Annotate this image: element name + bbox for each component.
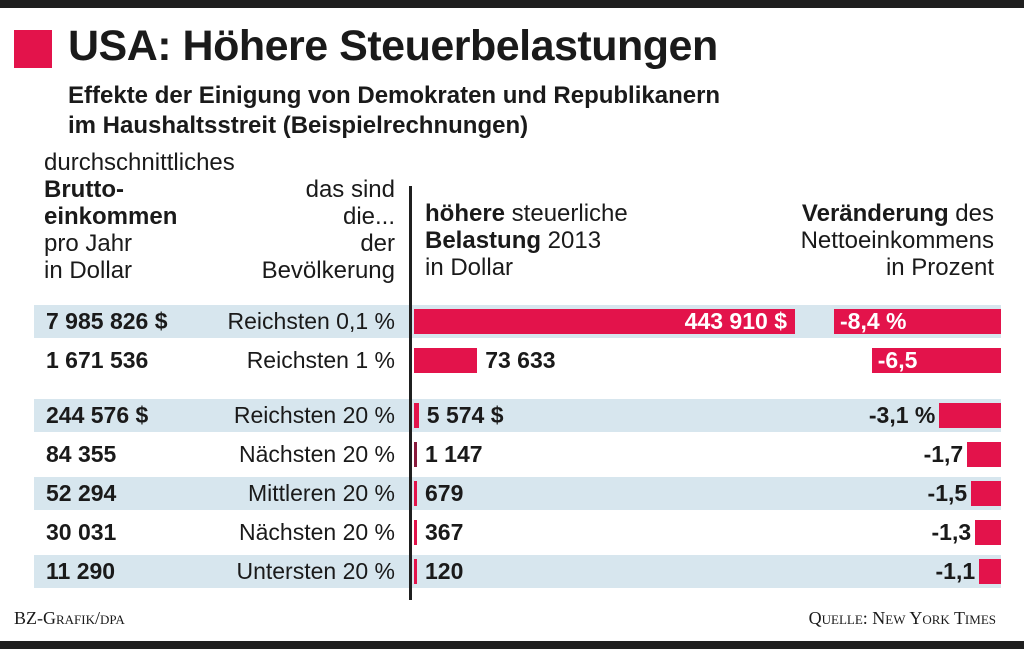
column-divider <box>409 186 412 600</box>
net-income-change-label: -1,3 <box>931 519 972 545</box>
change-header-line-2: Nettoeinkommens <box>800 227 994 254</box>
income-header-line-4: pro Jahr <box>44 230 133 257</box>
net-income-change-bar <box>979 559 1001 584</box>
tax-value-label: 73 633 <box>485 347 556 373</box>
tax-value-label: 367 <box>425 519 464 545</box>
tax-header-line-2: Belastung 2013 <box>425 227 602 254</box>
net-income-change-bar <box>967 442 1001 467</box>
net-income-change-label: -8,4 % <box>840 308 907 334</box>
change-header-line-3: in Prozent <box>885 254 994 281</box>
group-column-header: das sind die... der Bevölkerung <box>262 176 395 284</box>
income-header-line-2: Brutto- <box>44 176 124 203</box>
population-group-label: Reichsten 0,1 % <box>227 308 395 334</box>
population-group-label: Reichsten 20 % <box>233 402 395 428</box>
tax-value-label: 679 <box>425 480 464 506</box>
group-header-line-3: der <box>360 230 395 257</box>
tax-value-label: 1 147 <box>425 441 483 467</box>
income-value: 11 290 <box>46 558 116 584</box>
net-income-change-bar <box>939 403 1001 428</box>
chart-title: USA: Höhere Steuerbelastungen <box>68 22 718 70</box>
tax-bar <box>414 442 417 467</box>
group-header-line-4: Bevölkerung <box>261 257 395 284</box>
income-column-header: durchschnittliches Brutto- einkommen pro… <box>44 149 235 284</box>
row-band <box>34 555 1001 588</box>
top-rule <box>0 0 1024 8</box>
tax-value-label: 120 <box>425 558 464 584</box>
subtitle-line-1: Effekte der Einigung von Demokraten und … <box>68 82 721 109</box>
credit-label: BZ-Grafik/dpa <box>14 608 125 628</box>
net-income-change-label: -6,5 <box>877 347 918 373</box>
tax-value-label: 443 910 $ <box>684 308 787 334</box>
source-label: Quelle: New York Times <box>808 608 996 628</box>
income-value: 1 671 536 <box>46 347 149 373</box>
income-value: 30 031 <box>46 519 117 545</box>
income-header-line-5: in Dollar <box>44 257 133 284</box>
net-income-change-bar <box>871 348 1001 373</box>
group-header-line-2: die... <box>342 203 395 230</box>
tax-bar <box>414 403 419 428</box>
population-group-label: Nächsten 20 % <box>239 519 395 545</box>
population-group-label: Nächsten 20 % <box>239 441 395 467</box>
change-column-header: Veränderung des Nettoeinkommens in Proze… <box>801 200 994 281</box>
chart-subtitle: Effekte der Einigung von Demokraten und … <box>68 81 720 141</box>
income-header-line-3: einkommen <box>44 203 178 230</box>
row-band <box>34 477 1001 510</box>
group-header-line-1: das sind <box>305 176 395 203</box>
change-header-line-1: Veränderung des <box>801 200 994 227</box>
tax-bar <box>414 481 417 506</box>
subtitle-line-2: im Haushaltsstreit (Beispielrechnungen) <box>68 112 529 139</box>
tax-bar <box>414 309 795 334</box>
bottom-rule <box>0 641 1024 649</box>
income-header-line-1: durchschnittliches <box>44 149 235 176</box>
income-value: 7 985 826 $ <box>46 308 168 334</box>
net-income-change-label: -1,1 <box>935 558 976 584</box>
income-value: 52 294 <box>46 480 117 506</box>
tax-column-header: höhere steuerliche Belastung 2013 in Dol… <box>425 200 628 281</box>
tax-bar <box>414 559 417 584</box>
net-income-change-bar <box>971 481 1001 506</box>
net-income-change-label: -1,7 <box>923 441 964 467</box>
tax-header-line-3: in Dollar <box>425 254 514 281</box>
tax-header-line-1: höhere steuerliche <box>425 200 628 227</box>
net-income-change-label: -3,1 % <box>868 402 936 428</box>
income-value: 84 355 <box>46 441 117 467</box>
title-marker <box>14 30 52 68</box>
population-group-label: Untersten 20 % <box>236 558 395 584</box>
net-income-change-bar <box>834 309 1001 334</box>
net-income-change-bar <box>975 520 1001 545</box>
tax-bar <box>414 520 417 545</box>
tax-value-label: 5 574 $ <box>426 402 504 428</box>
tax-bar <box>414 348 478 373</box>
row-band <box>34 399 1001 432</box>
population-group-label: Mittleren 20 % <box>247 480 395 506</box>
population-group-label: Reichsten 1 % <box>246 347 395 373</box>
net-income-change-label: -1,5 <box>927 480 968 506</box>
income-value: 244 576 $ <box>46 402 149 428</box>
